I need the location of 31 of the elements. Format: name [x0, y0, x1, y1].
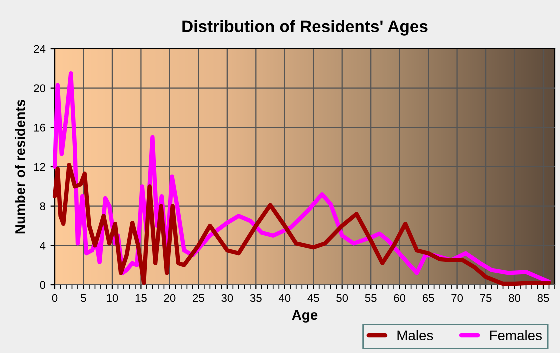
y-tick-label: 0 — [40, 281, 46, 290]
x-tick-label: 5 — [81, 294, 86, 302]
chart-title: Distribution of Residents' Ages — [182, 20, 428, 36]
y-tick-label: 24 — [34, 45, 46, 54]
x-tick-label: 30 — [222, 294, 234, 302]
y-tick-label: 4 — [40, 242, 46, 250]
x-tick-label: 65 — [422, 294, 434, 302]
x-tick-label: 45 — [308, 294, 320, 302]
line-series — [52, 162, 552, 286]
x-tick-label: 50 — [336, 294, 348, 302]
y-tick-label: 20 — [34, 84, 46, 92]
y-axis-title: Number of residents — [15, 100, 26, 234]
x-tick-label: 80 — [509, 294, 521, 302]
x-tick-label: 40 — [278, 294, 291, 302]
x-tick-label: 25 — [193, 294, 204, 302]
x-tick-label: 20 — [164, 294, 176, 302]
x-tick-label: 70 — [452, 294, 464, 302]
x-tick-label: 0 — [52, 294, 58, 302]
y-tick-label: 8 — [40, 202, 46, 210]
x-tick-label: 60 — [394, 294, 406, 302]
x-tick-label: 35 — [250, 294, 262, 302]
y-tick-label: 16 — [34, 124, 46, 132]
x-tick-label: 10 — [107, 294, 118, 302]
x-tick-label: 75 — [480, 294, 492, 302]
legend-label: Males — [398, 330, 434, 341]
x-tick-label: 15 — [136, 294, 147, 302]
x-tick-label: 55 — [365, 294, 377, 302]
x-tick-label: 85 — [538, 294, 550, 302]
x-axis-title: Age — [292, 310, 318, 323]
y-tick-label: 12 — [34, 163, 46, 172]
legend-label: Females — [490, 330, 542, 341]
